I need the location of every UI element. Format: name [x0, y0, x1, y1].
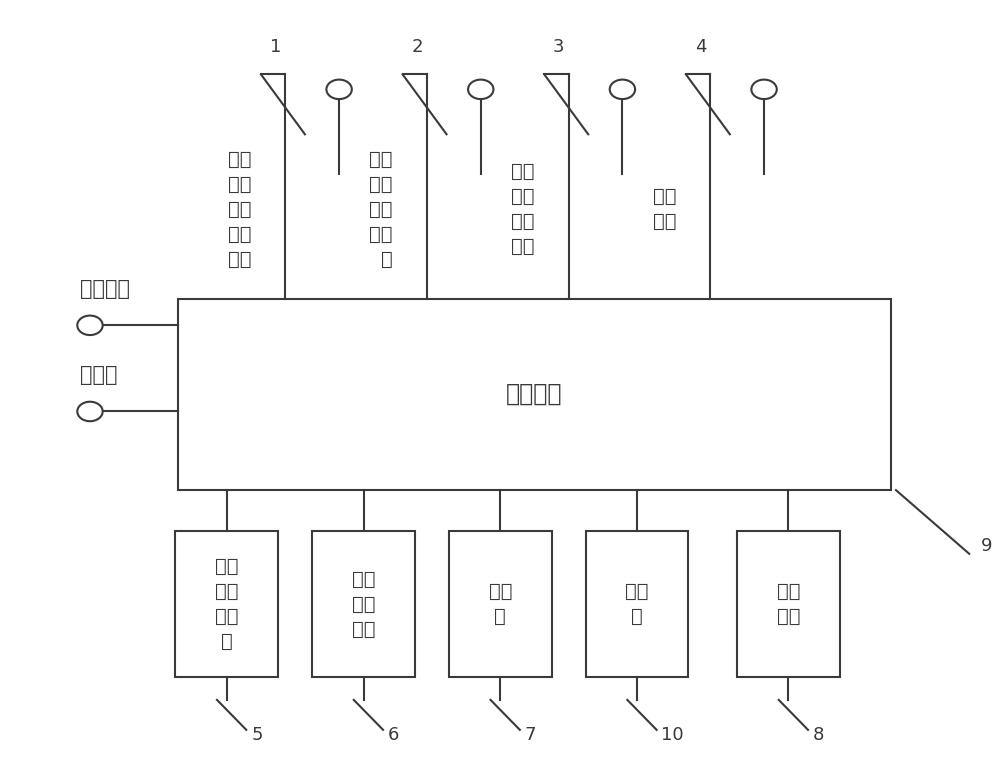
Bar: [312, 531, 415, 678]
Text: 5: 5: [251, 726, 263, 744]
Text: 离合
器动
作检
查设
备: 离合 器动 作检 查设 备: [369, 150, 393, 269]
Bar: [175, 531, 278, 678]
Bar: [737, 531, 840, 678]
Text: 排气
制动
系统: 排气 制动 系统: [352, 570, 375, 639]
Text: 主制
动器
模拟
里传
感器: 主制 动器 模拟 里传 感器: [228, 150, 251, 269]
Text: 6: 6: [388, 726, 399, 744]
Bar: [449, 531, 552, 678]
Text: 8: 8: [813, 726, 824, 744]
Text: 电源信号: 电源信号: [80, 279, 130, 299]
Text: 4: 4: [695, 37, 706, 56]
Bar: [586, 531, 688, 678]
Text: 油门
动作
检测
设备: 油门 动作 检测 设备: [511, 163, 534, 256]
Text: 9: 9: [981, 537, 992, 555]
Text: 操控
开关: 操控 开关: [653, 187, 676, 231]
Text: 缓速
器制
动系
统: 缓速 器制 动系 统: [215, 557, 239, 652]
Text: 转速
表: 转速 表: [489, 582, 512, 626]
Text: 显示
装置: 显示 装置: [777, 582, 800, 626]
Text: 1: 1: [270, 37, 281, 56]
Text: 2: 2: [412, 37, 423, 56]
Text: 3: 3: [553, 37, 565, 56]
Text: 10: 10: [661, 726, 684, 744]
Text: 7: 7: [525, 726, 536, 744]
Bar: [178, 299, 891, 490]
Text: 里程
表: 里程 表: [625, 582, 649, 626]
Text: 主控芯片: 主控芯片: [506, 382, 563, 406]
Text: 地信号: 地信号: [80, 365, 118, 385]
